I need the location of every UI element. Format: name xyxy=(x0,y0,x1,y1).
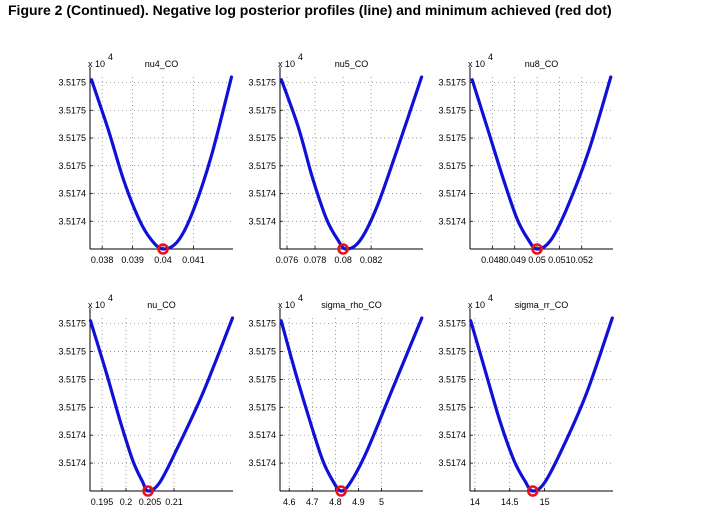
y-tick-label: 3.5175 xyxy=(248,105,276,115)
y-tick-label: 3.5175 xyxy=(248,78,276,88)
y-exponent-base: x 10 xyxy=(278,59,295,69)
panel-title: nu4_CO xyxy=(145,59,179,69)
y-tick-label: 3.5175 xyxy=(248,374,276,384)
y-tick-label: 3.5175 xyxy=(438,319,466,329)
y-tick-label: 3.5175 xyxy=(58,133,86,143)
x-tick-label: 0.082 xyxy=(360,255,383,265)
x-tick-label: 4.8 xyxy=(329,497,342,507)
y-tick-label: 3.5175 xyxy=(438,133,466,143)
y-exponent-power: 4 xyxy=(298,293,303,303)
y-tick-label: 3.5174 xyxy=(248,458,276,468)
x-tick-label: 0.21 xyxy=(165,497,183,507)
minimum-point xyxy=(531,243,543,255)
y-exponent-base: x 10 xyxy=(88,59,105,69)
y-exponent-power: 4 xyxy=(298,52,303,62)
x-tick-label: 4.6 xyxy=(283,497,296,507)
x-tick-label: 0.08 xyxy=(334,255,352,265)
y-tick-label: 3.5175 xyxy=(438,161,466,171)
y-tick-label: 3.5175 xyxy=(58,402,86,412)
subplot-4: 0.195 0.2 0.205 0.21 3.5174 3.5174 3.5175 3.517… xyxy=(58,293,235,507)
y-tick-label: 3.5175 xyxy=(248,346,276,356)
y-exponent-power: 4 xyxy=(488,52,493,62)
y-tick-label: 3.5174 xyxy=(58,430,86,440)
y-tick-label: 3.5175 xyxy=(248,161,276,171)
y-tick-label: 3.5175 xyxy=(58,78,86,88)
y-exponent-base: x 10 xyxy=(468,300,485,310)
x-tick-label: 0.048 xyxy=(481,255,504,265)
y-exponent-base: x 10 xyxy=(88,300,105,310)
panel-title: nu5_CO xyxy=(335,59,369,69)
y-tick-label: 3.5174 xyxy=(438,216,466,226)
y-tick-label: 3.5174 xyxy=(248,430,276,440)
x-tick-label: 0.076 xyxy=(276,255,299,265)
y-tick-label: 3.5175 xyxy=(438,374,466,384)
profile-line xyxy=(88,316,235,493)
y-tick-label: 3.5175 xyxy=(58,161,86,171)
y-tick-label: 3.5174 xyxy=(248,189,276,199)
subplot-3: 0.048 0.049 0.05 0.051 0.052 3.5174 3.5174 3.51… xyxy=(438,52,613,265)
subplot-2: 0.076 0.078 0.08 0.082 3.5174 3.5174 3.5175 3.5… xyxy=(248,52,424,265)
x-tick-label: 0.04 xyxy=(154,255,172,265)
profile-line xyxy=(279,75,424,251)
y-tick-label: 3.5175 xyxy=(58,105,86,115)
x-tick-label: 0.205 xyxy=(139,497,162,507)
x-tick-label: 14 xyxy=(470,497,480,507)
profile-line xyxy=(89,75,234,251)
x-tick-label: 0.2 xyxy=(120,497,133,507)
minimum-point xyxy=(526,485,539,497)
panel-title: sigma_rr_CO xyxy=(515,300,569,310)
x-tick-label: 0.195 xyxy=(91,497,114,507)
subplot-1: 0.038 0.039 0.04 0.041 3.5174 3.5174 3.5175 3.5… xyxy=(58,52,234,265)
figure-title: Figure 2 (Continued). Negative log poste… xyxy=(8,2,612,18)
x-tick-label: 0.05 xyxy=(528,255,546,265)
y-tick-label: 3.5174 xyxy=(438,458,466,468)
profile-line xyxy=(470,75,613,251)
y-tick-label: 3.5174 xyxy=(58,458,86,468)
y-tick-label: 3.5175 xyxy=(58,346,86,356)
minimum-point xyxy=(157,243,169,255)
y-tick-label: 3.5175 xyxy=(248,319,276,329)
x-tick-label: 0.039 xyxy=(121,255,144,265)
subplot-6: 14 14.5 15 3.5174 3.5174 3.5175 3.5175 3.5175 3.… xyxy=(438,293,614,507)
x-tick-label: 14.5 xyxy=(501,497,519,507)
y-tick-label: 3.5174 xyxy=(438,430,466,440)
y-exponent-base: x 10 xyxy=(278,300,295,310)
x-tick-label: 0.049 xyxy=(503,255,526,265)
x-tick-label: 5 xyxy=(379,497,384,507)
subplot-5: 4.6 4.7 4.8 4.9 5 3.5174 3.5174 3.5175 3.5175 3.5… xyxy=(248,293,424,507)
y-exponent-power: 4 xyxy=(488,293,493,303)
x-tick-label: 15 xyxy=(540,497,550,507)
minimum-point xyxy=(337,243,349,255)
x-tick-label: 0.051 xyxy=(548,255,571,265)
y-exponent-power: 4 xyxy=(108,293,113,303)
minimum-point xyxy=(142,485,154,497)
y-tick-label: 3.5175 xyxy=(248,133,276,143)
y-exponent-power: 4 xyxy=(108,52,113,62)
panel-title: nu8_CO xyxy=(525,59,559,69)
y-tick-label: 3.5174 xyxy=(58,216,86,226)
minimum-point xyxy=(335,485,347,497)
x-tick-label: 4.7 xyxy=(306,497,319,507)
y-exponent-base: x 10 xyxy=(468,59,485,69)
y-tick-label: 3.5175 xyxy=(438,346,466,356)
y-tick-label: 3.5175 xyxy=(438,78,466,88)
x-tick-label: 4.9 xyxy=(352,497,365,507)
y-tick-label: 3.5175 xyxy=(58,374,86,384)
x-tick-label: 0.041 xyxy=(182,255,205,265)
x-tick-label: 0.052 xyxy=(570,255,593,265)
x-tick-label: 0.078 xyxy=(304,255,327,265)
y-tick-label: 3.5175 xyxy=(438,402,466,412)
panel-title: sigma_rho_CO xyxy=(321,300,382,310)
y-tick-label: 3.5175 xyxy=(58,319,86,329)
panel-title: nu_CO xyxy=(147,300,176,310)
y-tick-label: 3.5174 xyxy=(438,189,466,199)
profile-line xyxy=(469,316,614,493)
y-tick-label: 3.5175 xyxy=(248,402,276,412)
y-tick-label: 3.5174 xyxy=(58,189,86,199)
x-tick-label: 0.038 xyxy=(91,255,114,265)
profile-line xyxy=(279,316,424,493)
y-tick-label: 3.5175 xyxy=(438,105,466,115)
y-tick-label: 3.5174 xyxy=(248,216,276,226)
